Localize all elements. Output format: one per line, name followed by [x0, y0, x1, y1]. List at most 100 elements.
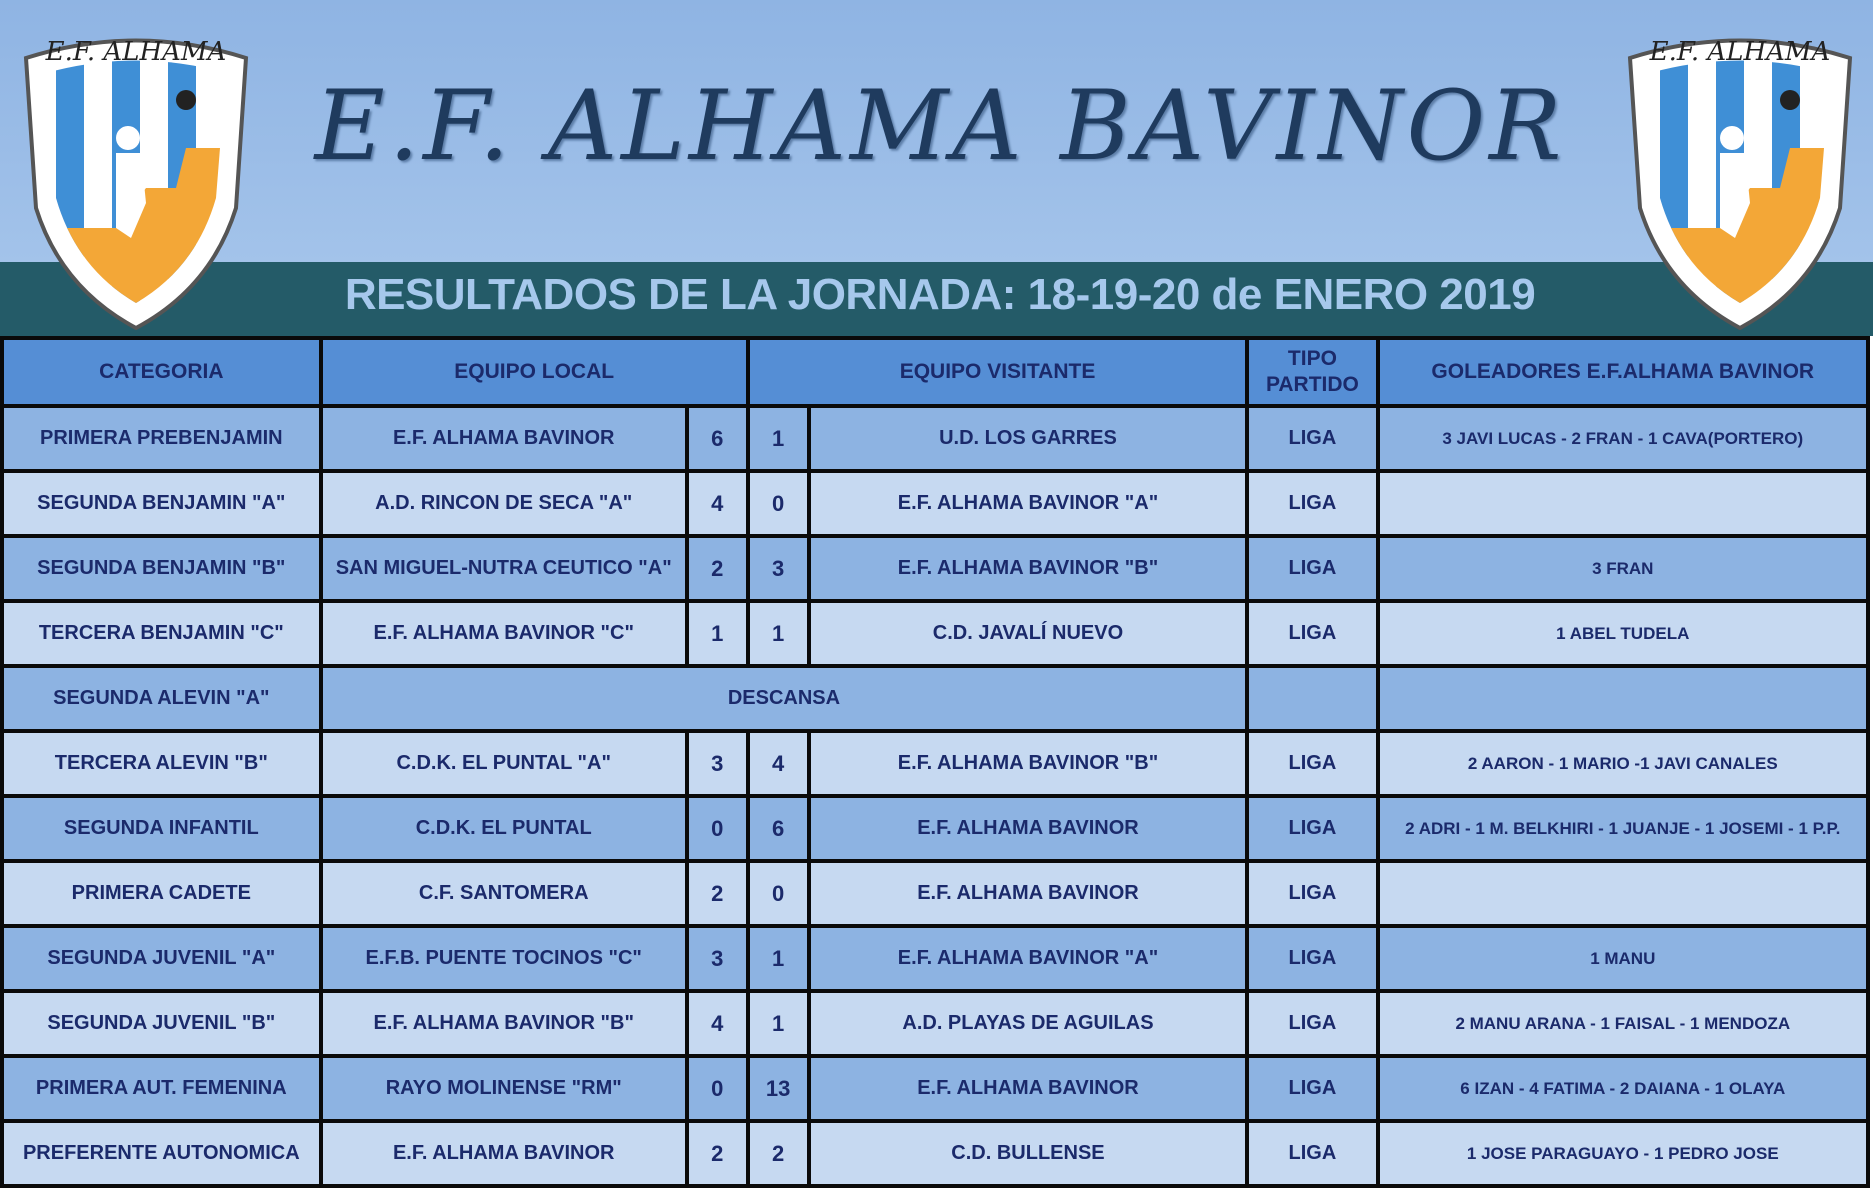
col-equipo-local: EQUIPO LOCAL	[322, 340, 746, 404]
local-team-cell: SAN MIGUEL-NUTRA CEUTICO "A"	[322, 538, 685, 599]
categoria-cell: PREFERENTE AUTONOMICA	[4, 1123, 319, 1184]
goleadores-cell: 6 IZAN - 4 FATIMA - 2 DAIANA - 1 OLAYA	[1379, 1058, 1866, 1119]
visitor-team-cell: E.F. ALHAMA BAVINOR	[810, 798, 1246, 859]
col-tipo-partido: TIPO PARTIDO	[1249, 340, 1376, 404]
table-row: SEGUNDA BENJAMIN "A" A.D. RINCON DE SECA …	[4, 473, 1866, 534]
goleadores-cell	[1379, 473, 1866, 534]
goleadores-cell: 2 ADRI - 1 M. BELKHIRI - 1 JUANJE - 1 JO…	[1379, 798, 1866, 859]
visitor-team-cell: U.D. LOS GARRES	[810, 408, 1246, 469]
table-row: PRIMERA CADETE C.F. SANTOMERA 2 0 E.F. ALHAM…	[4, 863, 1866, 924]
visitor-team-cell: E.F. ALHAMA BAVINOR "A"	[810, 473, 1246, 534]
tipo-cell: LIGA	[1249, 993, 1376, 1054]
away-score-cell: 6	[749, 798, 807, 859]
home-score-cell: 2	[688, 538, 746, 599]
col-categoria: CATEGORIA	[4, 340, 319, 404]
categoria-cell: SEGUNDA BENJAMIN "B"	[4, 538, 319, 599]
local-team-cell: C.D.K. EL PUNTAL "A"	[322, 733, 685, 794]
home-score-cell: 0	[688, 1058, 746, 1119]
categoria-cell: TERCERA ALEVIN "B"	[4, 733, 319, 794]
tipo-cell: LIGA	[1249, 1058, 1376, 1119]
descansa-cell: DESCANSA	[322, 668, 1246, 729]
club-crest-logo	[16, 28, 256, 333]
categoria-cell: SEGUNDA BENJAMIN "A"	[4, 473, 319, 534]
local-team-cell: RAYO MOLINENSE "RM"	[322, 1058, 685, 1119]
local-team-cell: E.F. ALHAMA BAVINOR "B"	[322, 993, 685, 1054]
away-score-cell: 13	[749, 1058, 807, 1119]
home-score-cell: 3	[688, 733, 746, 794]
away-score-cell: 1	[749, 603, 807, 664]
home-score-cell: 2	[688, 1123, 746, 1184]
local-team-cell: E.F. ALHAMA BAVINOR	[322, 408, 685, 469]
visitor-team-cell: E.F. ALHAMA BAVINOR	[810, 863, 1246, 924]
col-equipo-visitante: EQUIPO VISITANTE	[749, 340, 1246, 404]
table-row: SEGUNDA BENJAMIN "B" SAN MIGUEL-NUTRA CEU…	[4, 538, 1866, 599]
away-score-cell: 2	[749, 1123, 807, 1184]
tipo-cell: LIGA	[1249, 863, 1376, 924]
goleadores-cell: 3 JAVI LUCAS - 2 FRAN - 1 CAVA(PORTERO)	[1379, 408, 1866, 469]
club-crest-logo	[1620, 28, 1860, 333]
local-team-cell: A.D. RINCON DE SECA "A"	[322, 473, 685, 534]
goleadores-cell: 2 MANU ARANA - 1 FAISAL - 1 MENDOZA	[1379, 993, 1866, 1054]
goleadores-cell: 1 ABEL TUDELA	[1379, 603, 1866, 664]
categoria-cell: PRIMERA AUT. FEMENINA	[4, 1058, 319, 1119]
goleadores-cell: 3 FRAN	[1379, 538, 1866, 599]
subtitle-band	[0, 262, 1873, 336]
categoria-cell: SEGUNDA JUVENIL "A"	[4, 928, 319, 989]
tipo-cell: LIGA	[1249, 538, 1376, 599]
tipo-cell: LIGA	[1249, 733, 1376, 794]
away-score-cell: 1	[749, 993, 807, 1054]
table-row: TERCERA ALEVIN "B" C.D.K. EL PUNTAL "A" 3 4…	[4, 733, 1866, 794]
table-row: PRIMERA AUT. FEMENINA RAYO MOLINENSE "RM"…	[4, 1058, 1866, 1119]
visitor-team-cell: E.F. ALHAMA BAVINOR "B"	[810, 733, 1246, 794]
away-score-cell: 1	[749, 928, 807, 989]
local-team-cell: E.F. ALHAMA BAVINOR	[322, 1123, 685, 1184]
categoria-cell: SEGUNDA JUVENIL "B"	[4, 993, 319, 1054]
table-row: PRIMERA PREBENJAMIN E.F. ALHAMA BAVINOR 6 1…	[4, 408, 1866, 469]
home-score-cell: 0	[688, 798, 746, 859]
local-team-cell: C.F. SANTOMERA	[322, 863, 685, 924]
visitor-team-cell: A.D. PLAYAS DE AGUILAS	[810, 993, 1246, 1054]
page-title: E.F. ALHAMA BAVINOR	[314, 70, 1566, 182]
goleadores-cell: 1 MANU	[1379, 928, 1866, 989]
table-row: PREFERENTE AUTONOMICA E.F. ALHAMA BAVINOR…	[4, 1123, 1866, 1184]
home-score-cell: 4	[688, 473, 746, 534]
local-team-cell: C.D.K. EL PUNTAL	[322, 798, 685, 859]
categoria-cell: SEGUNDA INFANTIL	[4, 798, 319, 859]
local-team-cell: E.F.B. PUENTE TOCINOS "C"	[322, 928, 685, 989]
page-subtitle: RESULTADOS DE LA JORNADA: 18-19-20 de EN…	[344, 270, 1536, 319]
tipo-cell: LIGA	[1249, 603, 1376, 664]
table-row: SEGUNDA JUVENIL "B" E.F. ALHAMA BAVINOR "…	[4, 993, 1866, 1054]
table-row: TERCERA BENJAMIN "C" E.F. ALHAMA BAVINOR …	[4, 603, 1866, 664]
tipo-cell: LIGA	[1249, 408, 1376, 469]
home-score-cell: 1	[688, 603, 746, 664]
home-score-cell: 3	[688, 928, 746, 989]
visitor-team-cell: C.D. JAVALÍ NUEVO	[810, 603, 1246, 664]
table-row: SEGUNDA ALEVIN "A" DESCANSA	[4, 668, 1866, 729]
home-score-cell: 2	[688, 863, 746, 924]
away-score-cell: 3	[749, 538, 807, 599]
away-score-cell: 1	[749, 408, 807, 469]
goleadores-cell	[1379, 668, 1866, 729]
goleadores-cell: 2 AARON - 1 MARIO -1 JAVI CANALES	[1379, 733, 1866, 794]
home-score-cell: 6	[688, 408, 746, 469]
away-score-cell: 0	[749, 473, 807, 534]
results-table: CATEGORIA EQUIPO LOCAL EQUIPO VISITANTE …	[0, 336, 1870, 1188]
categoria-cell: SEGUNDA ALEVIN "A"	[4, 668, 319, 729]
tipo-cell: LIGA	[1249, 473, 1376, 534]
local-team-cell: E.F. ALHAMA BAVINOR "C"	[322, 603, 685, 664]
header-band	[0, 0, 1873, 262]
goleadores-cell	[1379, 863, 1866, 924]
visitor-team-cell: E.F. ALHAMA BAVINOR "B"	[810, 538, 1246, 599]
home-score-cell: 4	[688, 993, 746, 1054]
tipo-cell: LIGA	[1249, 928, 1376, 989]
table-row: SEGUNDA JUVENIL "A" E.F.B. PUENTE TOCINOS…	[4, 928, 1866, 989]
table-row: SEGUNDA INFANTIL C.D.K. EL PUNTAL 0 6 E.F. A…	[4, 798, 1866, 859]
categoria-cell: PRIMERA PREBENJAMIN	[4, 408, 319, 469]
away-score-cell: 0	[749, 863, 807, 924]
away-score-cell: 4	[749, 733, 807, 794]
visitor-team-cell: E.F. ALHAMA BAVINOR	[810, 1058, 1246, 1119]
goleadores-cell: 1 JOSE PARAGUAYO - 1 PEDRO JOSE	[1379, 1123, 1866, 1184]
tipo-cell	[1249, 668, 1376, 729]
visitor-team-cell: C.D. BULLENSE	[810, 1123, 1246, 1184]
tipo-cell: LIGA	[1249, 1123, 1376, 1184]
